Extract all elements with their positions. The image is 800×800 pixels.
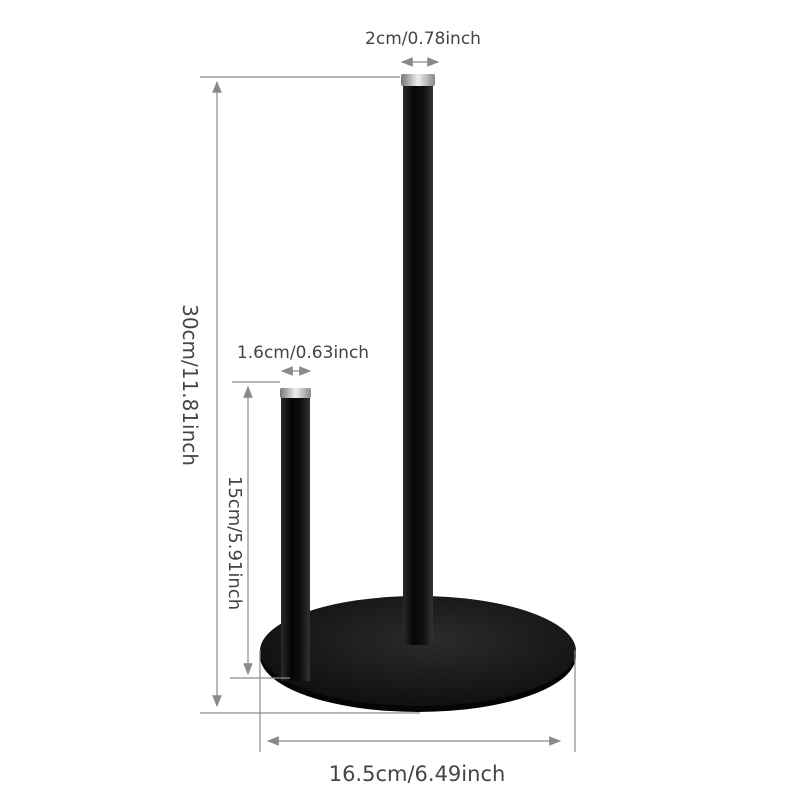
total-height-label: 30cm/11.81inch <box>178 304 202 466</box>
tall-pole <box>401 74 435 645</box>
base-diameter-label: 16.5cm/6.49inch <box>329 762 506 786</box>
short-pole-diameter-label: 1.6cm/0.63inch <box>237 343 369 363</box>
short-pole-height-label: 15cm/5.91inch <box>224 476 245 610</box>
short-pole-cap <box>280 388 311 398</box>
dimension-lines <box>200 57 576 752</box>
tall-pole-cap <box>401 74 435 86</box>
tall-pole-diameter-label: 2cm/0.78inch <box>365 29 481 49</box>
short-pole <box>280 388 311 681</box>
base-plate <box>260 596 576 712</box>
